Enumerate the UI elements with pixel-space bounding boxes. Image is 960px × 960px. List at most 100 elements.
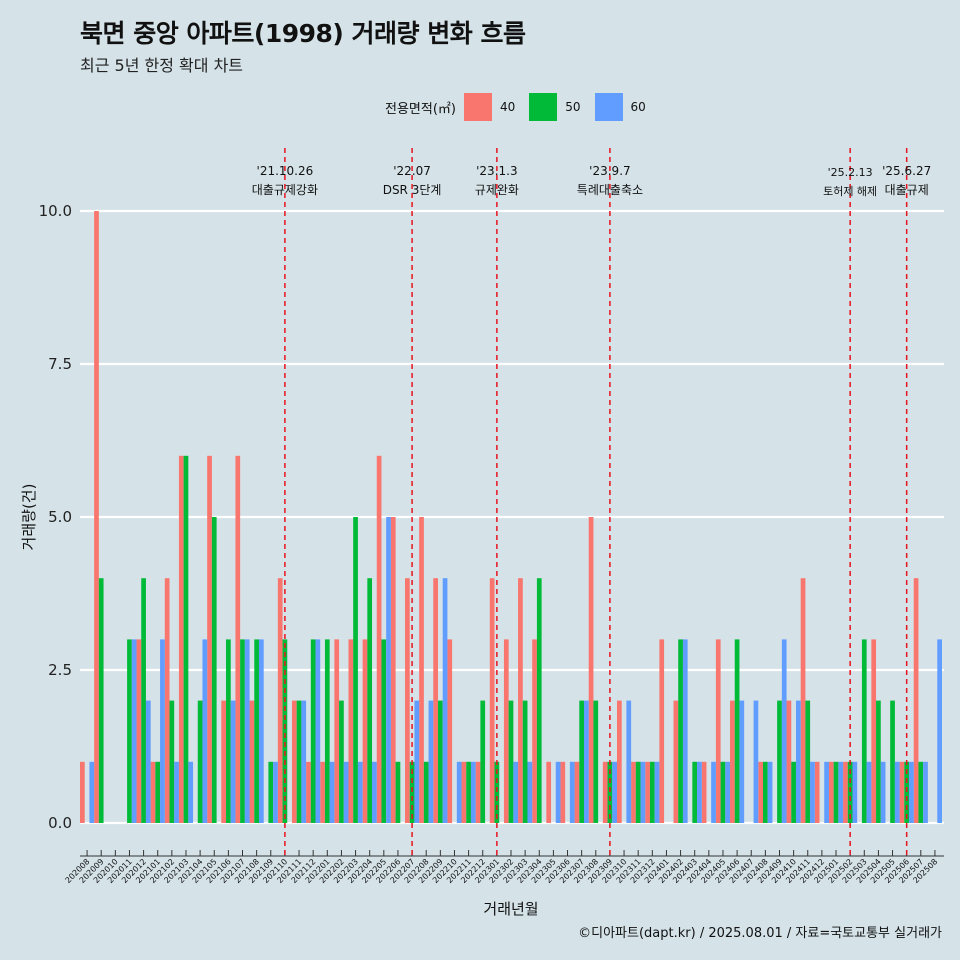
event-date: '25.2.13 <box>828 166 873 179</box>
legend-swatch-60 <box>594 93 623 121</box>
bar-40-202404 <box>701 761 707 823</box>
legend-item-50: 50 <box>529 93 581 121</box>
bar-40-202211 <box>461 761 467 823</box>
legend-label-60: 60 <box>630 100 646 114</box>
bar-60-202008 <box>89 761 95 823</box>
bar-40-202309 <box>602 761 608 823</box>
bar-50-202102 <box>169 700 175 823</box>
event-date: '22.07 <box>393 164 431 178</box>
bar-50-202405 <box>720 761 726 823</box>
bar-60-202111 <box>301 700 307 823</box>
y-tick-label: 5.0 <box>48 508 72 526</box>
bar-50-202410 <box>791 761 796 823</box>
bar-40-202205 <box>376 455 382 823</box>
bar-60-202501 <box>838 761 844 823</box>
bar-40-202408 <box>758 761 764 823</box>
chart-title: 북면 중앙 아파트(1998) 거래량 변화 흐름 <box>80 19 526 48</box>
y-tick-label: 10.0 <box>39 202 72 220</box>
legend-label-40: 40 <box>499 100 516 114</box>
bar-40-202008 <box>80 761 85 823</box>
legend-swatch-40 <box>463 93 492 121</box>
bar-40-202311 <box>631 761 636 823</box>
bar-40-202406 <box>730 700 735 823</box>
bar-60-202207 <box>414 700 420 823</box>
bar-40-202506 <box>899 761 905 823</box>
event-label: 특례대출축소 <box>577 183 643 197</box>
bar-50-202103 <box>183 455 189 823</box>
bar-50-202205 <box>381 639 387 823</box>
bar-50-202207 <box>409 761 415 823</box>
bar-50-202111 <box>296 700 302 823</box>
bar-50-202307 <box>579 700 585 823</box>
bar-50-202309 <box>607 761 613 823</box>
bar-40-202310 <box>616 700 622 823</box>
bar-50-202311 <box>635 761 641 823</box>
bar-40-202411 <box>800 578 806 823</box>
bar-60-202107 <box>244 639 250 823</box>
bar-50-202104 <box>197 700 203 823</box>
bar-60-202410 <box>795 700 801 823</box>
bar-60-202112 <box>315 639 321 823</box>
bar-40-202112 <box>306 761 311 823</box>
bar-40-202203 <box>348 639 354 823</box>
bar-50-202308 <box>593 700 599 823</box>
bar-40-202308 <box>588 517 594 823</box>
bar-50-202206 <box>395 761 401 823</box>
bar-50-202105 <box>211 517 217 823</box>
y-tick-label: 2.5 <box>48 661 72 679</box>
bar-60-202203 <box>357 761 363 823</box>
bar-60-202306 <box>569 761 575 823</box>
bar-40-202206 <box>390 517 396 823</box>
event-date: '25.6.27 <box>882 164 931 178</box>
bar-40-202208 <box>419 517 424 823</box>
bar-40-202305 <box>546 761 552 823</box>
bar-60-202402 <box>682 639 688 823</box>
bar-60-202106 <box>230 700 236 823</box>
bar-60-202102 <box>174 761 179 823</box>
bar-40-202502 <box>843 761 848 823</box>
bar-60-202504 <box>880 761 886 823</box>
bar-40-202412 <box>814 761 820 823</box>
bar-60-202104 <box>202 639 208 823</box>
legend-swatch-50 <box>529 93 558 121</box>
bar-40-202410 <box>786 700 792 823</box>
bar-40-202307 <box>574 761 580 823</box>
bar-50-202502 <box>847 761 853 823</box>
bar-50-202212 <box>480 700 486 823</box>
bar-40-202209 <box>433 578 438 823</box>
bar-50-202504 <box>876 700 881 823</box>
bar-60-202309 <box>612 761 617 823</box>
bar-60-202211 <box>470 761 476 823</box>
bar-60-202109 <box>273 761 278 823</box>
bar-50-202112 <box>310 639 316 823</box>
bar-60-202507 <box>923 761 928 823</box>
event-label: 규제완화 <box>475 183 519 197</box>
bar-40-202207 <box>405 578 410 823</box>
legend-title: 전용면적(㎡) <box>385 101 456 117</box>
bar-60-202404 <box>711 761 716 823</box>
bar-50-202506 <box>904 761 910 823</box>
bar-40-202111 <box>291 700 297 823</box>
bar-50-202505 <box>890 700 895 823</box>
bar-50-202403 <box>692 761 698 823</box>
bar-50-202201 <box>324 639 330 823</box>
event-label: DSR 3단계 <box>383 183 442 197</box>
bar-40-202107 <box>235 455 241 823</box>
bar-60-202011 <box>131 639 137 823</box>
bar-40-202504 <box>871 639 877 823</box>
bar-40-202105 <box>207 455 212 823</box>
bar-60-202307 <box>584 700 589 823</box>
bar-50-202106 <box>226 639 231 823</box>
bar-40-202507 <box>913 578 919 823</box>
bar-60-202412 <box>824 761 829 823</box>
bar-40-202212 <box>475 761 481 823</box>
bar-50-202303 <box>522 700 528 823</box>
bar-60-202406 <box>739 700 745 823</box>
bar-60-202409 <box>781 639 787 823</box>
bar-50-202101 <box>155 761 161 823</box>
bar-50-202312 <box>649 761 655 823</box>
bar-50-202211 <box>466 761 471 823</box>
bar-40-202303 <box>518 578 523 823</box>
bar-60-202108 <box>258 639 264 823</box>
